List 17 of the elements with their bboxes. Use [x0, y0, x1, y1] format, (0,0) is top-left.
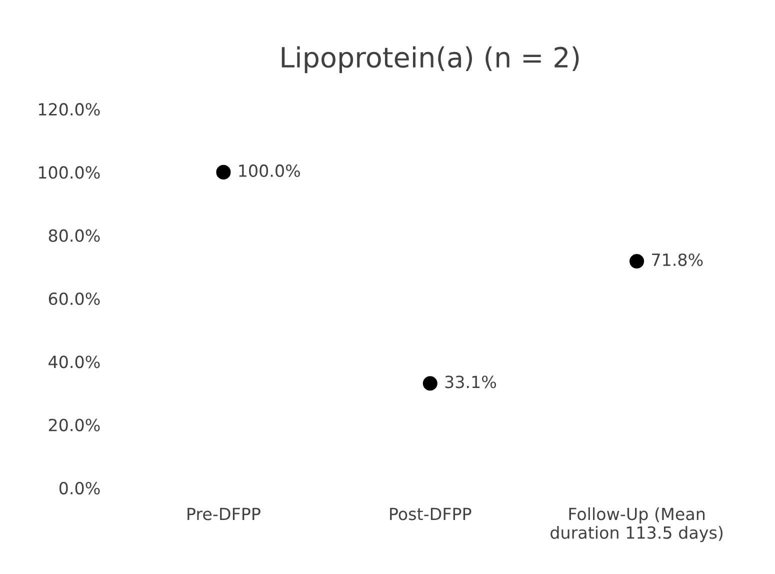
- y-tick-label: 100.0%: [38, 166, 100, 179]
- x-tick-label: Pre-DFPP: [188, 508, 260, 520]
- y-tick-label: 120.0%: [38, 103, 100, 116]
- x-tick-label: Post-DFPP: [390, 508, 472, 520]
- y-tick-label: 20.0%: [48, 418, 100, 432]
- data-label: 100.0%: [239, 164, 300, 178]
- y-tick-label: 60.0%: [48, 292, 100, 306]
- x-tick-label: Follow-Up (Mean duration 113.5 days): [550, 507, 722, 542]
- point: [422, 376, 438, 391]
- data-label: 33.1%: [445, 376, 496, 388]
- y-tick-label: 0.0%: [59, 482, 100, 494]
- y-tick-label: 40.0%: [48, 356, 100, 368]
- point: [630, 254, 644, 269]
- data-label: 71.8%: [652, 253, 703, 266]
- y-tick-label: 80.0%: [48, 229, 100, 242]
- point: [216, 164, 231, 180]
- chart-title: Lipoprotein(a) (n = 2): [282, 46, 579, 74]
